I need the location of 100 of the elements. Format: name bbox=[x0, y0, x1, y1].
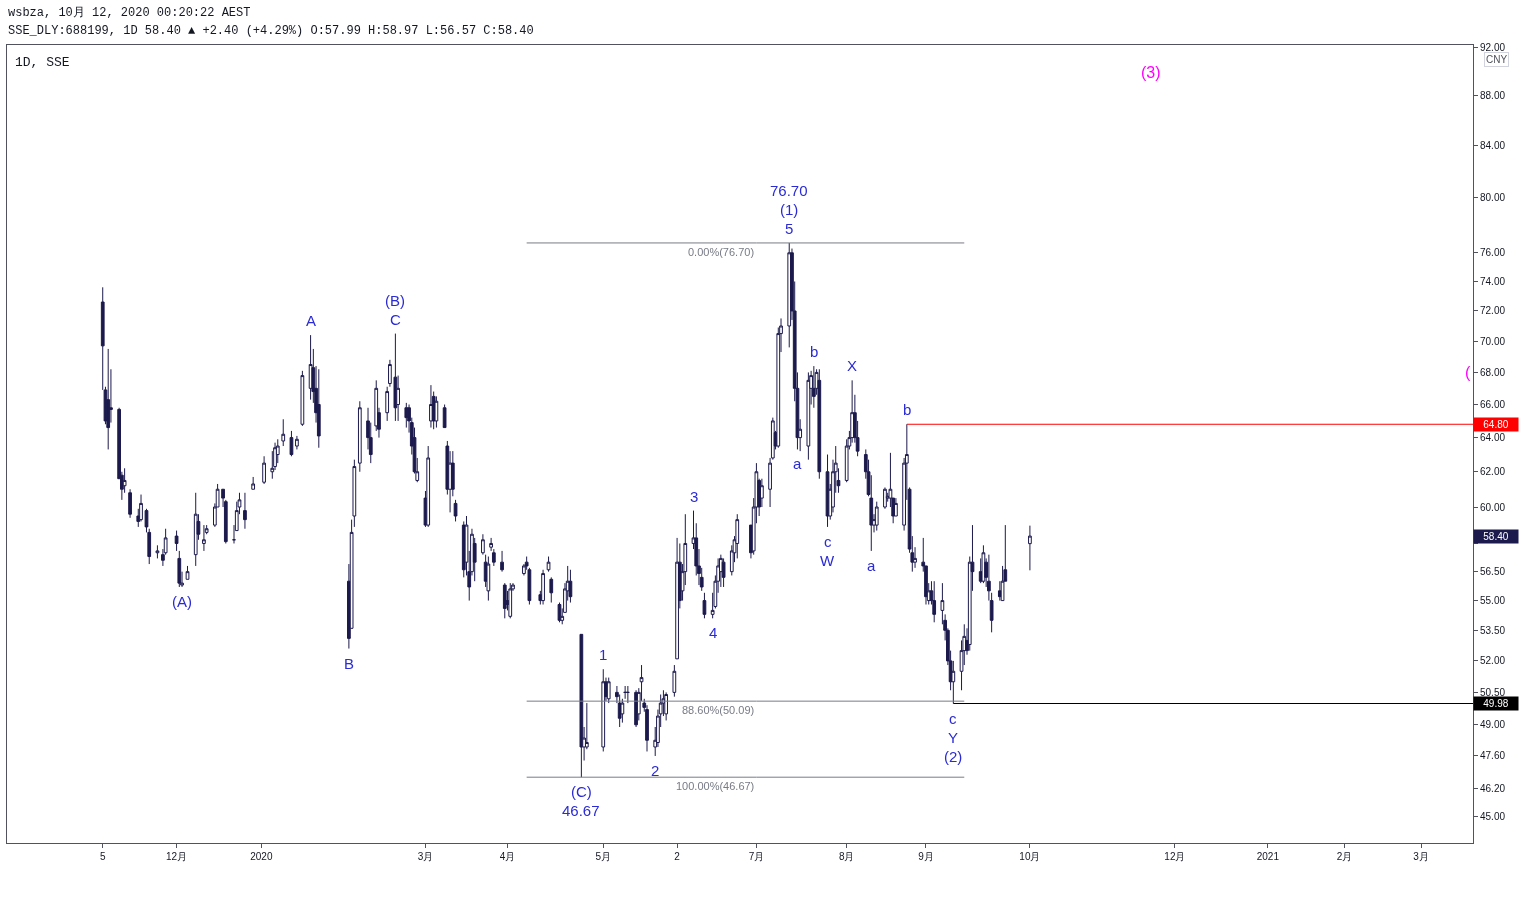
data-label: 49.98 bbox=[1483, 698, 1509, 709]
candlestick bbox=[672, 664, 677, 698]
annotation: (A) bbox=[172, 593, 192, 610]
annotation: (B) bbox=[385, 292, 405, 309]
x-tick-label: 3月 bbox=[417, 851, 434, 862]
annotation: c bbox=[824, 533, 832, 550]
x-tick-label: 3月 bbox=[1413, 851, 1429, 862]
x-tick-label: 2 bbox=[674, 851, 681, 862]
y-tick-label: 56.50 bbox=[1480, 566, 1506, 578]
x-tick-label: 12月 bbox=[166, 851, 188, 862]
candlestick bbox=[251, 476, 256, 490]
candlestick bbox=[316, 368, 321, 449]
annotation: 1 bbox=[599, 646, 608, 663]
candlestick bbox=[128, 488, 132, 519]
annotation: 76.70 bbox=[770, 182, 808, 199]
annotation: 2 bbox=[651, 762, 660, 779]
candlestick bbox=[481, 533, 485, 556]
candlestick bbox=[426, 445, 431, 528]
candlestick bbox=[281, 418, 286, 447]
candlestick bbox=[193, 492, 198, 567]
text: wsbza, 10月 12, 2020 00:20:22 AEST bbox=[8, 6, 251, 20]
text: 1D, SSE bbox=[15, 54, 70, 70]
candlestick bbox=[202, 524, 206, 552]
candlestick bbox=[434, 395, 439, 429]
candlestick bbox=[702, 592, 707, 619]
x-tick-label: 10月 bbox=[1019, 851, 1041, 862]
annotation: 46.67 bbox=[562, 802, 600, 819]
y-tick-label: 80.00 bbox=[1480, 192, 1506, 204]
x-tick-label: 2021 bbox=[1256, 851, 1280, 862]
annotation: 5 bbox=[785, 220, 794, 237]
annotation: 3 bbox=[690, 488, 699, 505]
y-tick-label: 64.00 bbox=[1480, 432, 1506, 444]
text: 58.40 bbox=[1483, 531, 1509, 542]
candlestick bbox=[735, 513, 740, 559]
annotation: B bbox=[344, 655, 355, 672]
candlestick bbox=[185, 565, 190, 580]
candlestick bbox=[300, 370, 305, 427]
y-tick-label: 70.00 bbox=[1480, 335, 1506, 347]
candlestick bbox=[932, 580, 937, 623]
text: CNY bbox=[1486, 54, 1508, 65]
candlestick bbox=[549, 576, 554, 604]
y-tick-label: 72.00 bbox=[1480, 305, 1506, 317]
candlestick bbox=[352, 459, 357, 528]
candlestick bbox=[981, 544, 986, 584]
candlestick bbox=[385, 386, 390, 422]
data-label: 64.80 bbox=[1483, 419, 1509, 430]
candlestick bbox=[634, 689, 638, 728]
annotation: c bbox=[949, 710, 957, 727]
x-tick-label: 9月 bbox=[918, 851, 934, 862]
candlestick bbox=[453, 499, 458, 522]
annotation: (3) bbox=[1141, 64, 1161, 81]
candlestick bbox=[357, 400, 362, 473]
y-tick-label: 50.50 bbox=[1480, 686, 1506, 698]
y-tick-label: 45.00 bbox=[1480, 810, 1506, 822]
annotation: C bbox=[390, 311, 401, 328]
y-tick-label: 88.00 bbox=[1480, 89, 1506, 101]
annotation: X bbox=[847, 357, 858, 374]
candlestick bbox=[147, 528, 152, 565]
y-tick-label: 76.00 bbox=[1480, 247, 1506, 259]
data-label: 100.00%(46.67) bbox=[676, 780, 755, 792]
y-tick-label: 46.20 bbox=[1480, 782, 1506, 794]
y-tick-label: 68.00 bbox=[1480, 366, 1506, 378]
candlestick bbox=[177, 550, 182, 588]
candlestick bbox=[295, 435, 299, 450]
x-tick-label: 8月 bbox=[838, 851, 855, 862]
x-tick-label: 4月 bbox=[499, 851, 516, 862]
annotation: a bbox=[867, 557, 876, 574]
y-tick-label: 84.00 bbox=[1480, 139, 1506, 151]
candlestick bbox=[155, 544, 160, 559]
annotation: (2) bbox=[944, 748, 963, 765]
candlestick bbox=[620, 698, 625, 724]
data-label: 88.60%(50.09) bbox=[682, 704, 755, 716]
annotation: W bbox=[820, 552, 835, 569]
y-tick-label: 55.00 bbox=[1480, 595, 1506, 607]
x-tick-label: 5月 bbox=[595, 851, 612, 862]
y-tick-label: 53.50 bbox=[1480, 624, 1506, 636]
annotation: a bbox=[793, 455, 802, 472]
candlestick bbox=[541, 569, 545, 605]
y-tick-label: 52.00 bbox=[1480, 655, 1506, 667]
y-tick-label: 47.60 bbox=[1480, 750, 1506, 762]
x-tick-label: 2月 bbox=[1336, 851, 1353, 862]
x-tick-label: 5 bbox=[99, 851, 106, 862]
y-tick-label: 66.00 bbox=[1480, 399, 1506, 411]
candlestick bbox=[623, 685, 627, 700]
candlestick bbox=[675, 537, 679, 660]
candlestick bbox=[442, 404, 447, 429]
y-tick-label: 92.00 bbox=[1480, 41, 1506, 53]
y-tick-label: 60.00 bbox=[1480, 501, 1506, 513]
annotation: ( bbox=[1465, 364, 1471, 381]
candlestick bbox=[1028, 525, 1032, 571]
y-tick-label: 49.00 bbox=[1480, 719, 1506, 731]
annotation: b bbox=[810, 343, 819, 360]
x-tick-label: 12月 bbox=[1164, 851, 1186, 862]
candlestick bbox=[625, 685, 630, 704]
candlestick bbox=[404, 402, 409, 429]
candlestick bbox=[106, 348, 111, 450]
data-label: 0.00%(76.70) bbox=[688, 246, 755, 258]
candlestick bbox=[500, 550, 504, 573]
annotation: (1) bbox=[780, 201, 799, 218]
annotation: (C) bbox=[571, 783, 592, 800]
